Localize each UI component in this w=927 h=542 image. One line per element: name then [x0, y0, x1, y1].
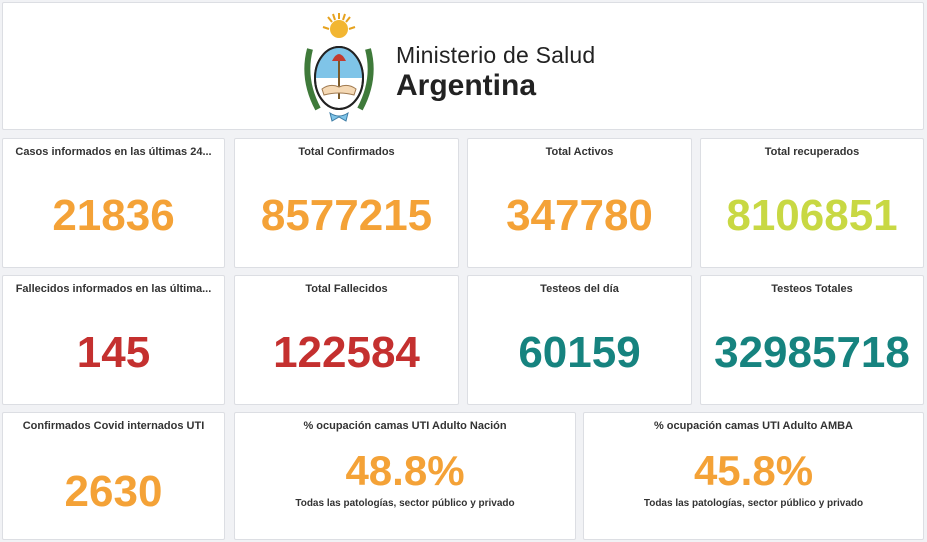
card-casos-24h: Casos informados en las últimas 24... 21…	[2, 138, 225, 268]
card-total-fallecidos: Total Fallecidos 122584	[234, 275, 459, 405]
card-title: Testeos del día	[540, 283, 619, 295]
card-value: 60159	[518, 328, 641, 377]
card-value: 48.8%	[345, 447, 465, 494]
card-ocupacion-uti-amba: % ocupación camas UTI Adulto AMBA 45.8% …	[583, 412, 924, 540]
ministry-brand: Ministerio de Salud Argentina	[396, 41, 595, 103]
card-total-activos: Total Activos 347780	[467, 138, 692, 268]
card-title: Fallecidos informados en las últimа...	[15, 283, 212, 295]
card-value: 32985718	[714, 328, 910, 377]
brand-country-name: Argentina	[396, 69, 537, 102]
card-internados-uti: Confirmados Covid internados UTI 2630	[2, 412, 225, 540]
card-subtitle: Todas las patologías, sector público y p…	[643, 498, 864, 509]
card-title: % ocupación camas UTI Adulto AMBA	[653, 420, 854, 432]
card-value: 122584	[273, 328, 420, 377]
card-title: Casos informados en las últimas 24...	[15, 146, 212, 158]
card-value: 347780	[506, 191, 653, 240]
coat-of-arms-logo	[304, 13, 374, 122]
card-value: 8106851	[726, 191, 898, 240]
card-title: Total Fallecidos	[305, 283, 388, 295]
card-testeos-totales: Testeos Totales 32985718	[700, 275, 924, 405]
card-title: Total Activos	[545, 146, 614, 158]
brand-ministry-name: Ministerio de Salud	[396, 42, 596, 68]
card-title: Total Confirmados	[298, 146, 395, 158]
card-value: 21836	[52, 191, 175, 240]
card-title: Testeos Totales	[771, 283, 853, 295]
card-title: Confirmados Covid internados UTI	[22, 420, 205, 432]
card-title: Total recuperados	[764, 146, 860, 158]
card-value: 8577215	[260, 191, 433, 240]
card-title: % ocupación camas UTI Adulto Nación	[303, 420, 507, 432]
card-ocupacion-uti-nacion: % ocupación camas UTI Adulto Nación 48.8…	[234, 412, 576, 540]
header-panel: Ministerio de Salud Argentina	[2, 2, 924, 130]
card-total-recuperados: Total recuperados 8106851	[700, 138, 924, 268]
card-fallecidos-24h: Fallecidos informados en las últimа... 1…	[2, 275, 225, 405]
card-subtitle: Todas las patologías, sector público y p…	[295, 498, 515, 509]
card-value: 45.8%	[693, 447, 814, 494]
card-value: 145	[76, 328, 151, 377]
card-value: 2630	[64, 467, 163, 516]
card-testeos-del-dia: Testeos del día 60159	[467, 275, 692, 405]
card-total-confirmados: Total Confirmados 8577215	[234, 138, 459, 268]
